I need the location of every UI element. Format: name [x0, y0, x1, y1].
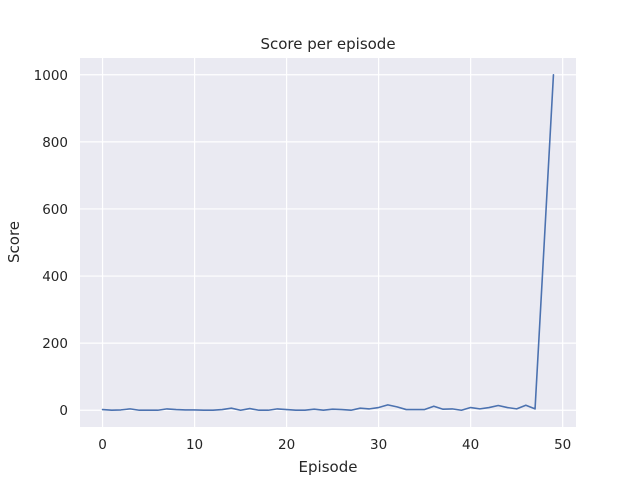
y-axis-label: Score	[5, 221, 23, 263]
tick-labels: 0 10 20 30 40 50 0 200 400 600 800 1000	[34, 68, 572, 453]
x-axis-label: Episode	[299, 458, 358, 476]
y-tick-label: 0	[59, 403, 68, 419]
x-tick-label: 50	[554, 437, 571, 453]
y-tick-label: 600	[42, 202, 68, 218]
x-tick-label: 10	[186, 437, 203, 453]
x-tick-label: 40	[462, 437, 479, 453]
series-layer	[101, 73, 555, 412]
x-tick-label: 20	[278, 437, 295, 453]
y-tick-label: 400	[42, 269, 68, 285]
y-tick-label: 1000	[34, 68, 68, 84]
x-tick-label: 30	[370, 437, 387, 453]
score-series-line	[101, 73, 555, 412]
y-tick-label: 800	[42, 135, 68, 151]
chart-title: Score per episode	[260, 35, 395, 53]
plot-area	[80, 58, 576, 427]
x-tick-label: 0	[98, 437, 107, 453]
y-tick-label: 200	[42, 336, 68, 352]
